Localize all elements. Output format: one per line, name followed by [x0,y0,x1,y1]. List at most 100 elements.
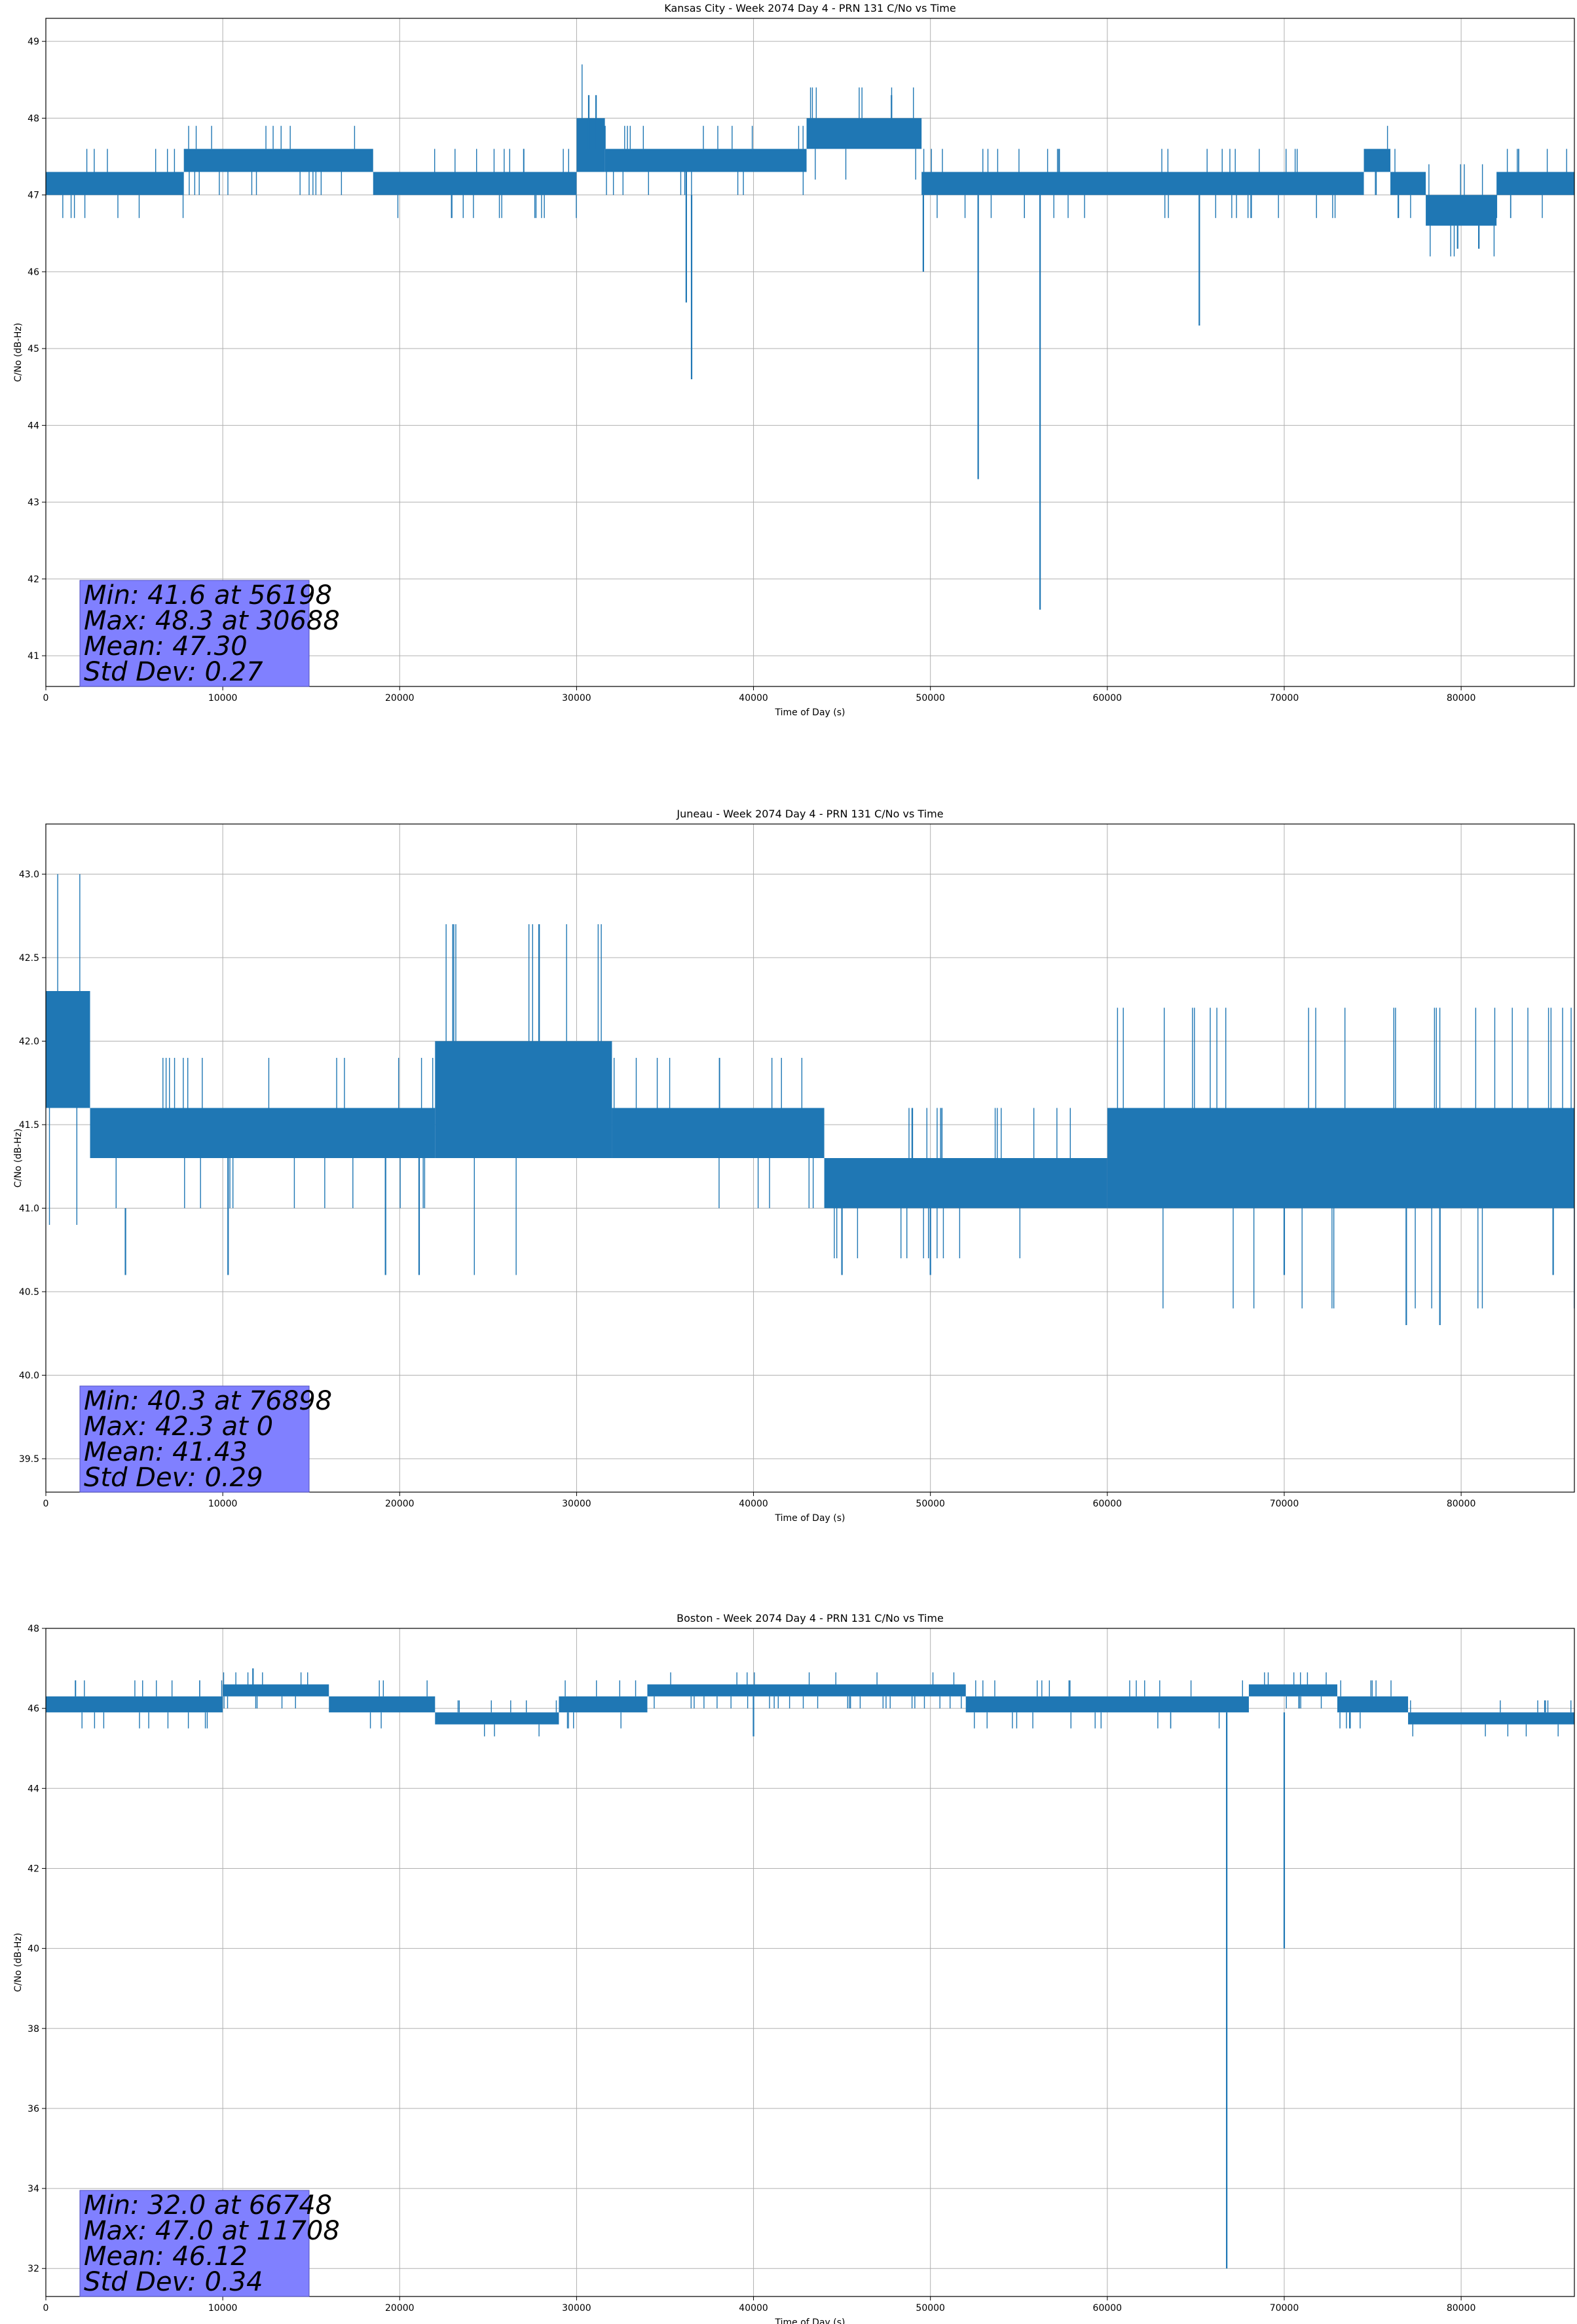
x-tick-label: 50000 [916,693,945,703]
x-tick-label: 80000 [1447,693,1476,703]
x-tick-label: 0 [43,693,49,703]
y-tick-label: 41.5 [19,1120,39,1131]
y-tick-label: 38 [28,2024,39,2034]
series-band [806,118,922,149]
x-tick-label: 10000 [208,2303,238,2314]
stats-line: Mean: 41.43 [84,1437,248,1467]
x-tick-label: 70000 [1270,693,1299,703]
stats-line: Mean: 46.12 [84,2241,248,2272]
series-band [1408,1712,1574,1725]
y-tick-label: 46 [28,267,39,278]
stats-line: Std Dev: 0.29 [84,1463,263,1493]
axes-frame [45,823,1575,1493]
y-tick-label: 32 [28,2264,39,2274]
y-tick-label: 40.5 [19,1287,39,1298]
y-tick-label: 46 [28,1704,39,1714]
series-band [46,991,90,1108]
series-band [576,118,605,172]
x-tick-label: 0 [43,2303,49,2314]
x-tick-label: 40000 [739,693,768,703]
series-band [1107,1108,1574,1209]
stats-box [79,580,310,687]
x-axis-label: Time of Day (s) [775,2317,845,2324]
x-tick-label: 80000 [1447,2303,1476,2314]
y-tick-label: 43 [28,498,39,508]
y-tick-label: 44 [28,1784,39,1794]
x-tick-label: 20000 [385,1499,415,1509]
x-tick-label: 50000 [916,2303,945,2314]
series-band [612,1108,825,1158]
y-tick-label: 42.5 [19,953,39,964]
y-tick-label: 49 [28,37,39,47]
stats-line: Max: 48.3 at 30688 [84,606,340,636]
stats-line: Min: 40.3 at 76898 [84,1386,332,1416]
series-band [1426,195,1497,226]
x-tick-label: 40000 [739,1499,768,1509]
stats-box [79,2190,310,2297]
y-tick-label: 44 [28,421,39,431]
x-tick-label: 10000 [208,1499,238,1509]
stats-line: Std Dev: 0.34 [84,2267,263,2297]
series-band [559,1696,648,1713]
series-band [1248,1684,1338,1696]
axes-frame [45,1628,1575,2297]
stats-line: Mean: 47.30 [84,631,248,662]
y-tick-label: 48 [28,113,39,124]
x-tick-label: 20000 [385,2303,415,2314]
series-band [46,1696,223,1713]
series-band [1496,172,1574,195]
x-tick-label: 30000 [562,693,591,703]
series-band [1337,1696,1409,1713]
x-axis-label: Time of Day (s) [775,1513,845,1524]
x-tick-label: 10000 [208,693,238,703]
x-tick-label: 30000 [562,1499,591,1509]
x-tick-label: 80000 [1447,1499,1476,1509]
x-tick-label: 70000 [1270,2303,1299,2314]
chart-title: Kansas City - Week 2074 Day 4 - PRN 131 … [664,2,955,14]
stats-line: Max: 42.3 at 0 [84,1412,273,1442]
chart-title: Juneau - Week 2074 Day 4 - PRN 131 C/No … [676,808,943,820]
y-tick-label: 47 [28,191,39,201]
x-tick-label: 30000 [562,2303,591,2314]
series-band [604,149,807,172]
series-band [435,1712,559,1725]
x-tick-label: 50000 [916,1499,945,1509]
series-band [1364,149,1391,172]
data-series [46,64,1574,610]
stats-line: Std Dev: 0.27 [84,657,263,687]
y-tick-label: 41 [28,651,39,662]
y-tick-label: 42 [28,574,39,585]
stats-line: Min: 32.0 at 66748 [84,2190,332,2221]
series-band [183,149,373,172]
series-band [90,1108,436,1158]
y-tick-label: 39.5 [19,1454,39,1465]
x-axis-label: Time of Day (s) [775,707,845,718]
x-tick-label: 60000 [1093,1499,1122,1509]
y-tick-label: 40.0 [19,1371,39,1381]
y-tick-label: 42.0 [19,1037,39,1047]
chart-title: Boston - Week 2074 Day 4 - PRN 131 C/No … [677,1612,944,1624]
y-tick-label: 36 [28,2104,39,2114]
y-axis-label: C/No (dB-Hz) [13,323,24,382]
series-band [223,1684,329,1696]
stats-line: Min: 41.6 at 56198 [84,580,332,610]
y-tick-label: 45 [28,344,39,354]
x-tick-label: 20000 [385,693,415,703]
x-tick-label: 0 [43,1499,49,1509]
y-tick-label: 34 [28,2184,39,2194]
y-tick-label: 42 [28,1864,39,1874]
y-tick-label: 43.0 [19,870,39,880]
series-band [1390,172,1426,195]
series-band [435,1041,612,1158]
data-series [46,874,1574,1325]
y-tick-label: 40 [28,1944,39,1955]
axes-frame [45,18,1575,687]
series-band [373,172,577,195]
y-tick-label: 48 [28,1624,39,1634]
y-axis-label: C/No (dB-Hz) [13,1933,24,1992]
chart-panel: 0 10000 20000 30000 40000 50000 60000 70000 8000… [13,2,1575,718]
chart-panel: 0 10000 20000 30000 40000 50000 60000 70000 8000… [13,1612,1575,2324]
chart-panel: 0 10000 20000 30000 40000 50000 60000 70000 8000… [13,808,1575,1524]
y-tick-label: 41.0 [19,1204,39,1214]
